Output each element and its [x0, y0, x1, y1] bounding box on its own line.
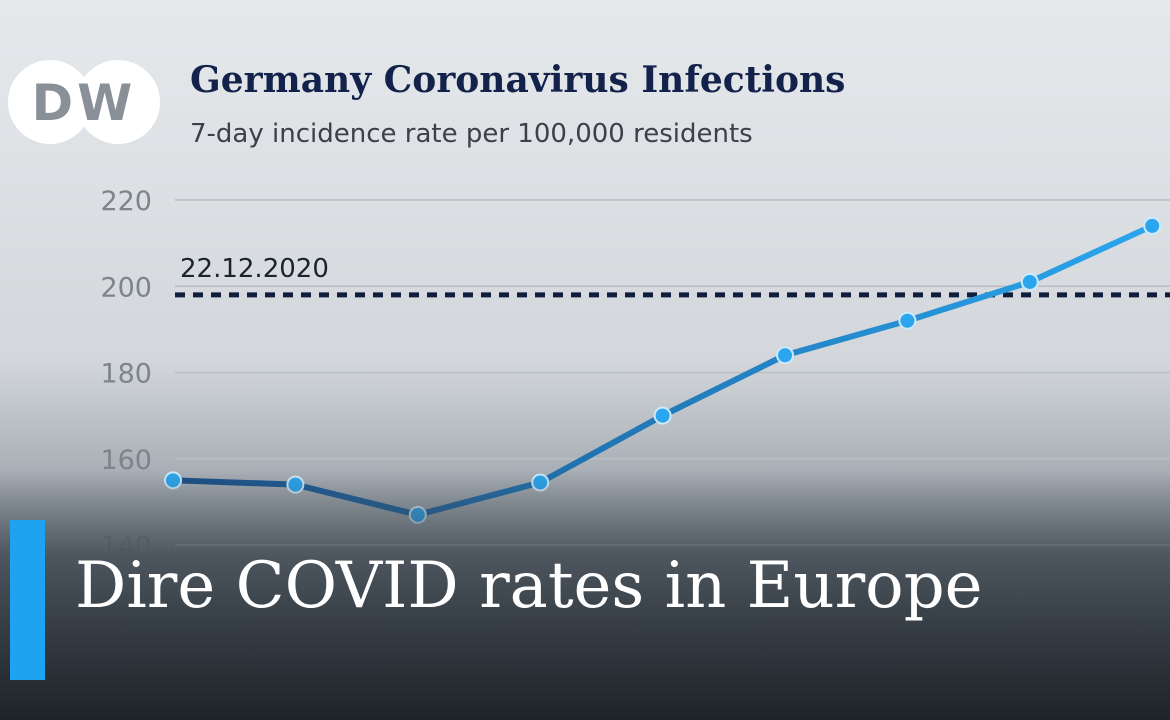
- y-tick-label: 220: [100, 186, 152, 217]
- logo-text: DW: [32, 74, 137, 132]
- logo: DW: [8, 60, 160, 144]
- headline-band: [0, 470, 1170, 720]
- data-point: [653, 406, 672, 425]
- chart-title: Germany Coronavirus Infections: [190, 59, 845, 101]
- logo-circle: [76, 60, 160, 144]
- y-tick-label: 200: [100, 272, 152, 303]
- data-point: [1143, 216, 1162, 235]
- logo-circle: [8, 60, 92, 144]
- data-point: [776, 346, 794, 365]
- reference-label: 22.12.2020: [180, 254, 329, 284]
- y-tick-label: 180: [100, 359, 152, 390]
- headline: Dire COVID rates in Europe: [75, 549, 983, 623]
- accent-bar: [10, 520, 45, 680]
- data-point: [898, 311, 917, 330]
- data-point: [1020, 272, 1039, 291]
- chart-subtitle: 7-day incidence rate per 100,000 residen…: [190, 119, 753, 149]
